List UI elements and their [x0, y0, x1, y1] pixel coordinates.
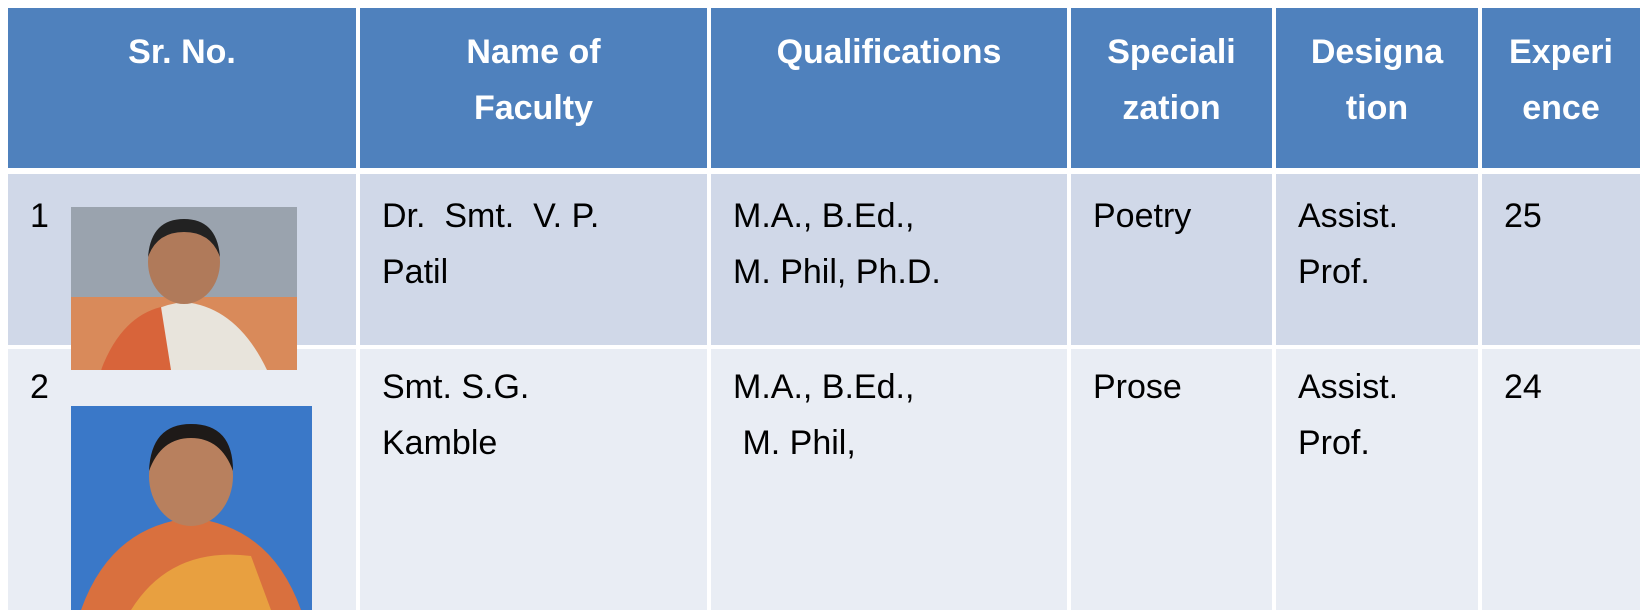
table-cell: Prose — [1071, 349, 1272, 610]
header-cell: Name of Faculty — [360, 8, 707, 168]
table-cell: M.A., B.Ed., M. Phil, Ph.D. — [711, 174, 1067, 345]
header-cell: Sr. No. — [8, 8, 356, 168]
header-cell: Qualifications — [711, 8, 1067, 168]
table-cell: 25 — [1482, 174, 1640, 345]
header-cell: Speciali zation — [1071, 8, 1272, 168]
faculty-photo — [71, 207, 297, 370]
table-cell: Smt. S.G. Kamble — [360, 349, 707, 610]
table-cell: Assist. Prof. — [1276, 349, 1478, 610]
table-cell: Assist. Prof. — [1276, 174, 1478, 345]
header-cell: Experi ence — [1482, 8, 1640, 168]
faculty-photo — [71, 406, 312, 610]
table-cell: M.A., B.Ed., M. Phil, — [711, 349, 1067, 610]
table-cell: Poetry — [1071, 174, 1272, 345]
header-cell: Designa tion — [1276, 8, 1478, 168]
table-cell: 24 — [1482, 349, 1640, 610]
table-cell: Dr. Smt. V. P. Patil — [360, 174, 707, 345]
